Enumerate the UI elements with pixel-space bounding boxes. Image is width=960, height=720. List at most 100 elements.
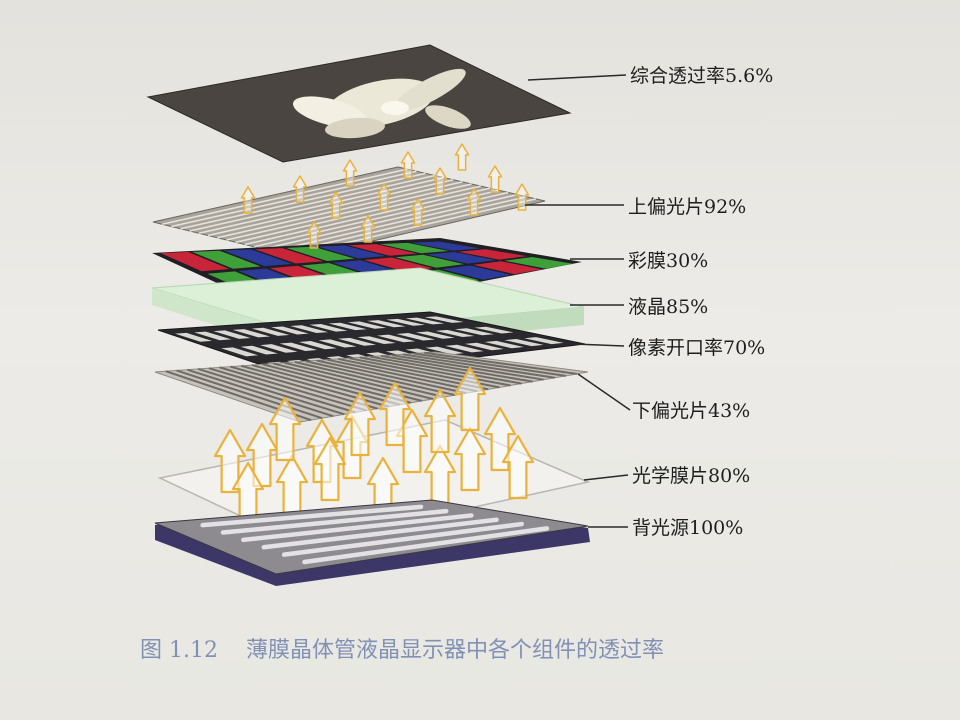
pixel-opening <box>290 325 329 334</box>
pixel-opening <box>357 336 396 345</box>
label-pixel-aperture: 像素开口率70% <box>628 337 766 359</box>
figure-caption-text: 薄膜晶体管液晶显示器中各个组件的透过率 <box>245 638 664 663</box>
light-arrow-small <box>328 191 344 219</box>
light-arrow-small <box>376 183 392 211</box>
light-arrow-small <box>306 221 322 249</box>
lily-flower-image <box>292 68 471 139</box>
lower-polarizer-stripe <box>305 360 456 397</box>
pixel-opening <box>240 345 278 355</box>
label-image: 综合透过率5.6% <box>630 65 774 87</box>
color-filter-cell <box>473 261 542 275</box>
lower-polarizer-stripe <box>283 361 434 400</box>
lower-polarizer-stripe <box>391 354 544 381</box>
light-arrow <box>423 388 457 454</box>
upper-polarizer-stripe <box>235 185 481 244</box>
leader-line <box>527 74 627 81</box>
pixel-opening <box>232 329 271 338</box>
label-optical-film: 光学膜片80% <box>632 465 751 487</box>
pixel-opening <box>279 342 318 352</box>
upper-polarizer-stripe <box>207 178 454 237</box>
pixel-opening <box>474 326 514 334</box>
color-filter-cell <box>442 265 511 280</box>
light-arrow-small <box>410 198 426 226</box>
lower-polarizer-stripe <box>413 352 566 377</box>
light-arrow <box>268 396 302 462</box>
light-arrow-small <box>292 175 308 203</box>
leader-lines <box>525 74 631 528</box>
pixel-opening <box>425 346 464 355</box>
pixel-opening <box>251 327 290 336</box>
upper-polarizer-stripe <box>263 191 509 250</box>
lower-polarizer-stripe <box>370 355 522 385</box>
pixel-opening <box>415 331 455 339</box>
pixel-opening <box>396 333 435 341</box>
upper-polarizer-stripe <box>189 174 435 232</box>
upper-polarizer-stripe <box>272 193 518 253</box>
upper-polarizer-stripe <box>171 170 417 228</box>
pixel-aperture-layer <box>157 311 586 379</box>
lamp-bar <box>281 521 524 557</box>
lower-polarizer-stripe <box>316 359 467 395</box>
color-filter-cell <box>380 242 449 254</box>
upper-polarizer-stripe <box>281 195 527 255</box>
lower-polarizer-stripe <box>402 353 555 379</box>
light-arrow-small <box>454 143 470 171</box>
lower-polarizer-stripe <box>327 358 478 393</box>
color-filter-cell <box>458 249 527 260</box>
lower-polarizer-stripe <box>359 356 511 387</box>
leader-line <box>577 373 631 411</box>
light-arrow <box>501 434 535 500</box>
light-arrow <box>245 422 279 488</box>
light-arrow-small <box>360 215 376 243</box>
lower-polarizer-stripe <box>176 369 323 420</box>
light-arrow <box>453 366 487 432</box>
light-arrow-small <box>514 183 530 211</box>
figure-caption: 图 1.12 薄膜晶体管液晶显示器中各个组件的透过率 <box>140 632 664 664</box>
color-filter-cell <box>286 246 355 261</box>
pixel-opening <box>405 317 445 325</box>
lower-polarizer-stripe <box>208 367 356 414</box>
backlight-layer <box>154 499 590 586</box>
transmitted-light-arrows <box>240 143 530 249</box>
lower-polarizer-stripe <box>219 366 367 412</box>
color-filter-cell <box>395 254 464 268</box>
upper-polarizer-stripe <box>253 189 500 248</box>
pixel-opening <box>221 347 259 357</box>
color-filter-cell <box>223 249 292 267</box>
upper-polarizer-stripe <box>162 168 408 226</box>
light-arrow-small <box>400 151 416 179</box>
pixel-opening <box>299 340 337 350</box>
light-arrow-small <box>240 186 256 214</box>
lower-polarizer-stripe <box>380 354 533 383</box>
image-layer <box>146 44 572 163</box>
pixel-opening <box>435 329 475 337</box>
color-filter-cell <box>426 252 496 264</box>
pixel-opening <box>484 340 524 349</box>
pixel-opening <box>504 339 544 347</box>
leader-line <box>583 474 629 481</box>
light-arrow <box>378 381 412 447</box>
light-arrow-small <box>432 167 448 195</box>
color-filter-cell <box>254 248 324 264</box>
lower-polarizer-stripe <box>251 364 400 406</box>
color-filter-cell <box>160 252 230 272</box>
pixel-opening <box>309 323 348 332</box>
upper-polarizer-stripe <box>226 183 472 241</box>
label-backlight: 背光源100% <box>632 517 744 539</box>
color-filter-cell <box>348 244 418 256</box>
pixel-opening <box>194 331 232 341</box>
pixel-opening <box>445 344 484 353</box>
pixel-opening <box>347 321 387 329</box>
upper-polarizer-layer <box>152 166 546 259</box>
pixel-opening <box>367 320 406 328</box>
figure-number: 图 1.12 <box>140 638 218 663</box>
light-arrow-small <box>466 188 482 216</box>
light-arrow <box>313 436 347 502</box>
color-filter-cell <box>504 257 574 269</box>
color-filter-cell <box>411 241 480 251</box>
pixel-opening <box>424 316 464 323</box>
light-arrow <box>453 426 487 492</box>
pixel-opening <box>175 332 212 342</box>
color-filter-cell <box>192 250 261 269</box>
